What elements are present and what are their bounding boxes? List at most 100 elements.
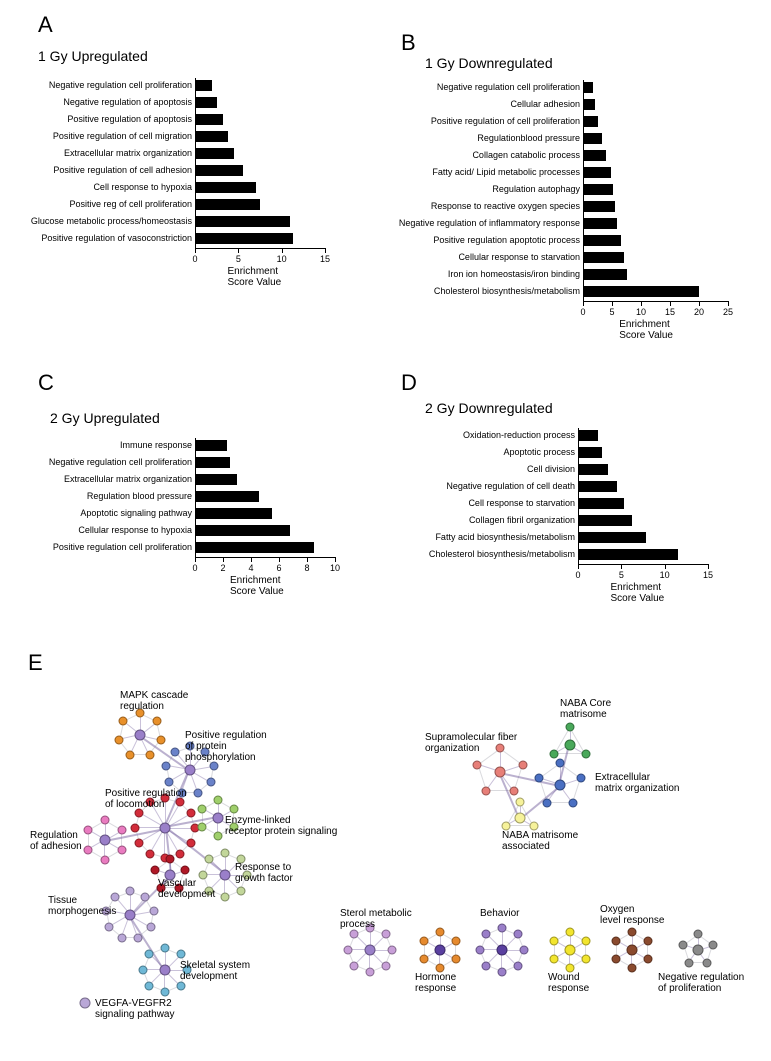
network-node: [366, 968, 375, 977]
bar-label: Negative regulation cell proliferation: [20, 81, 195, 90]
network-node: [166, 855, 175, 864]
axis-area: 0 2 4 6 8 10Enrichment Score Value: [20, 557, 335, 595]
cluster-label: NABA matrisomeassociated: [502, 830, 578, 852]
bar-label: Extracellular matrix organization: [20, 475, 195, 484]
bar-label: Fatty acid biosynthesis/metabolism: [403, 533, 578, 542]
bar-track: [583, 184, 728, 195]
network-node: [581, 955, 590, 964]
bar-row: Response to reactive oxygen species: [383, 199, 728, 214]
x-tick: [251, 557, 252, 562]
network-node: [83, 826, 92, 835]
bar-row: Regulation autophagy: [383, 182, 728, 197]
bar-row: Extracellular matrix organization: [20, 472, 335, 487]
bar-label: Negative regulation of cell death: [403, 482, 578, 491]
bar-row: Apoptotic signaling pathway: [20, 506, 335, 521]
network-node: [118, 717, 127, 726]
cluster-label: VEGFA-VEGFR2signaling pathway: [95, 998, 175, 1020]
x-axis-title: Enrichment Score Value: [619, 319, 692, 341]
network-node: [126, 750, 135, 759]
axis-area: 0 5 10 15 20 25Enrichment Score Value: [383, 301, 728, 339]
bar-fill: [583, 99, 595, 110]
chart-a: Negative regulation cell proliferation N…: [20, 78, 325, 286]
y-axis-line: [195, 438, 196, 557]
network-node: [186, 809, 195, 818]
panel-letter-d: D: [401, 370, 417, 396]
bar-row: Cholesterol biosynthesis/metabolism: [383, 284, 728, 299]
network-node: [149, 906, 158, 915]
bar-fill: [583, 235, 621, 246]
network-node: [482, 961, 491, 970]
bar-row: Cell division: [403, 462, 708, 477]
bar-track: [195, 508, 335, 519]
bar-label: Positive regulation of vasoconstriction: [20, 234, 195, 243]
network-node: [694, 930, 703, 939]
network-node: [628, 928, 637, 937]
panel-letter-a: A: [38, 12, 53, 38]
network-node: [101, 856, 110, 865]
network-node: [194, 788, 203, 797]
bar-label: Regulationblood pressure: [383, 134, 583, 143]
network-node: [153, 717, 162, 726]
network-node: [145, 981, 154, 990]
network-node: [229, 805, 238, 814]
network-hub-node: [100, 835, 111, 846]
bar-fill: [578, 447, 602, 458]
axis-area: 0 5 10 15Enrichment Score Value: [20, 248, 325, 286]
network-node: [568, 798, 577, 807]
bar-track: [583, 116, 728, 127]
bar-label: Positive regulation of cell adhesion: [20, 166, 195, 175]
network-node: [612, 955, 621, 964]
bar-row: Cholesterol biosynthesis/metabolism: [403, 547, 708, 562]
bar-row: Extracellular matrix organization: [20, 146, 325, 161]
x-tick: [708, 564, 709, 569]
panel-c: C 2 Gy Upregulated Immune response Negat…: [0, 370, 385, 650]
x-tick-label: 20: [694, 307, 704, 317]
bar-label: Collagen catabolic process: [383, 151, 583, 160]
x-axis-title: Enrichment Score Value: [611, 582, 676, 604]
network-node: [566, 723, 575, 732]
bar-fill: [583, 184, 613, 195]
network-node: [684, 958, 693, 967]
bar-row: Negative regulation cell proliferation: [383, 80, 728, 95]
y-axis-line: [578, 428, 579, 564]
network-node: [643, 937, 652, 946]
bar-label: Cellular adhesion: [383, 100, 583, 109]
x-tick-label: 10: [330, 563, 340, 573]
network-hub-node: [365, 945, 376, 956]
bar-fill: [583, 167, 611, 178]
x-tick-label: 10: [660, 570, 670, 580]
x-tick-label: 4: [248, 563, 253, 573]
bar-label: Collagen fibril organization: [403, 516, 578, 525]
cluster-label: Response togrowth factor: [235, 862, 293, 884]
bar-row: Negative regulation cell proliferation: [20, 455, 335, 470]
bar-label: Cellular response to starvation: [383, 253, 583, 262]
network-hub-node: [135, 730, 146, 741]
x-tick-label: 5: [619, 570, 624, 580]
network-hub-node: [555, 780, 566, 791]
network-node: [550, 750, 559, 759]
network-node: [205, 855, 214, 864]
network-node: [518, 760, 527, 769]
bar-label: Positive regulation apoptotic process: [383, 236, 583, 245]
bar-label: Apoptotic process: [403, 448, 578, 457]
x-tick: [223, 557, 224, 562]
bar-row: Collagen fibril organization: [403, 513, 708, 528]
network-node: [451, 955, 460, 964]
network-node: [535, 774, 544, 783]
network-node: [165, 778, 174, 787]
x-tick-label: 15: [320, 254, 330, 264]
network-node: [176, 849, 185, 858]
x-tick-label: 25: [723, 307, 733, 317]
bar-row: Apoptotic process: [403, 445, 708, 460]
x-tick-label: 8: [304, 563, 309, 573]
cluster-label: Behavior: [480, 908, 519, 919]
x-axis-line: [578, 564, 708, 565]
bar-track: [195, 165, 325, 176]
bar-label: Positive regulation of cell proliferatio…: [383, 117, 583, 126]
bar-fill: [583, 218, 617, 229]
bar-row: Positive regulation of apoptosis: [20, 112, 325, 127]
panel-b: B 1 Gy Downregulated Negative regulation…: [383, 0, 771, 350]
x-axis-line: [195, 248, 325, 249]
network-hub-node: [435, 945, 446, 956]
network-hub-node: [213, 813, 224, 824]
